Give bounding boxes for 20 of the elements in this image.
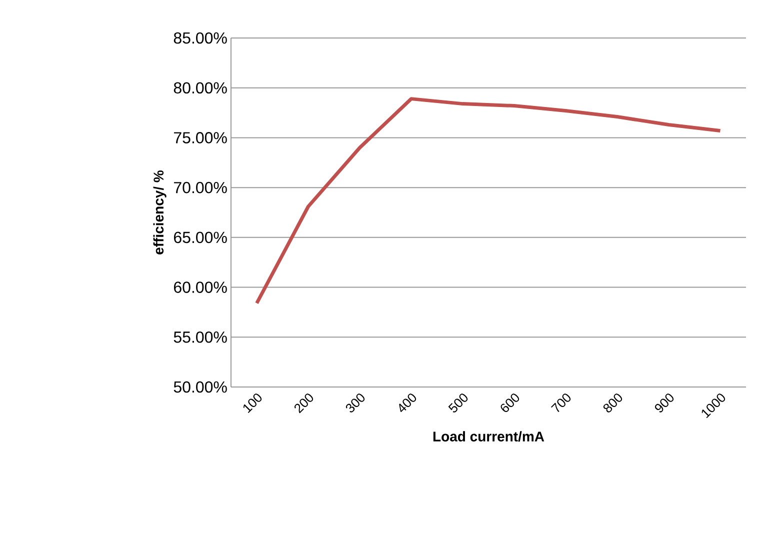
x-tick-label: 600 <box>500 394 520 412</box>
y-tick-label: 50.00% <box>174 381 227 393</box>
x-tick-label: 100 <box>243 394 262 414</box>
x-tick-label: 200 <box>294 394 314 414</box>
y-tick-label: 75.00% <box>174 132 227 144</box>
y-tick-label: 80.00% <box>174 82 227 94</box>
x-tick-label: 400 <box>399 394 416 412</box>
x-axis-title: Load current/mA <box>433 431 544 442</box>
y-axis-title: efficiency/ % <box>153 170 166 254</box>
x-tick-label: 700 <box>550 394 571 412</box>
y-tick-label: 60.00% <box>174 282 227 293</box>
y-tick-label: 70.00% <box>174 182 227 194</box>
y-tick-label: 55.00% <box>174 331 227 343</box>
x-tick-label: 900 <box>654 394 674 412</box>
x-tick-label: 500 <box>448 394 468 412</box>
x-tick-label: 300 <box>346 394 365 412</box>
y-tick-label: 85.00% <box>174 32 227 44</box>
line-series <box>255 97 722 305</box>
y-tick-label: 65.00% <box>174 232 227 244</box>
x-tick-label: 800 <box>603 394 622 412</box>
